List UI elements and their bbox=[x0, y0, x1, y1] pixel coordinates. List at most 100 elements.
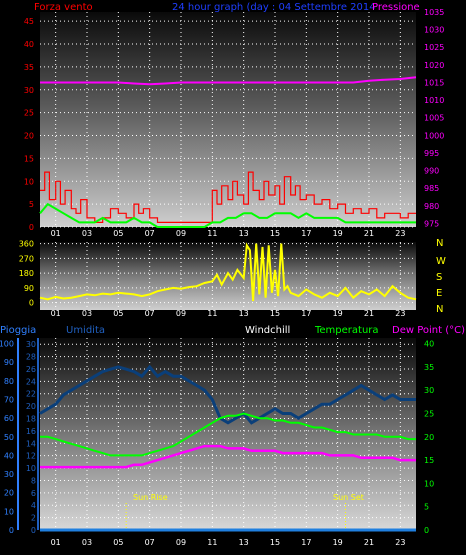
pressure-tick-label: 975 bbox=[424, 219, 439, 228]
hour-tick-label: 21 bbox=[364, 229, 374, 238]
hour-tick-label: 07 bbox=[145, 538, 155, 547]
wind-speed-line bbox=[40, 171, 416, 223]
pressure-tick-label: 1030 bbox=[424, 26, 444, 35]
pressure-line bbox=[40, 76, 417, 86]
hour-tick-label: 15 bbox=[270, 538, 280, 547]
pressure-tick-label: 1020 bbox=[424, 61, 444, 70]
sunset-label: Sun Set bbox=[333, 493, 364, 502]
wind-average-line bbox=[39, 202, 416, 228]
windchill-title: Windchill bbox=[245, 325, 290, 336]
hour-tick-label: 23 bbox=[395, 309, 405, 318]
wind-tick-label: 10 bbox=[24, 177, 34, 186]
temperature-line bbox=[40, 412, 416, 457]
rain-tick-label: 90 bbox=[4, 358, 14, 367]
direction-tick-label: 270 bbox=[19, 254, 34, 263]
hour-tick-label: 17 bbox=[301, 309, 311, 318]
hour-tick-label: 23 bbox=[395, 538, 405, 547]
direction-panel bbox=[40, 242, 416, 310]
pressure-tick-label: 1000 bbox=[424, 131, 444, 140]
hour-tick-label: 07 bbox=[145, 229, 155, 238]
rain-tick-label: 30 bbox=[4, 470, 14, 479]
temperature-tick-label: 25 bbox=[424, 409, 434, 418]
hour-tick-label: 21 bbox=[364, 538, 374, 547]
humidity-tick-label: 22 bbox=[26, 390, 36, 399]
chart-title: 24 hour graph (day : 04 Settembre 2014 bbox=[172, 2, 376, 13]
rain-tick-label: 100 bbox=[0, 340, 14, 349]
sunrise-label: Sun Rise bbox=[133, 493, 168, 502]
direction-tick-label: 90 bbox=[24, 284, 34, 293]
wind-tick-label: 45 bbox=[24, 17, 34, 26]
hour-tick-label: 23 bbox=[395, 229, 405, 238]
humidity-tick-label: 20 bbox=[26, 402, 36, 411]
hour-tick-label: 15 bbox=[270, 229, 280, 238]
hour-tick-label: 01 bbox=[51, 309, 61, 318]
temperature-tick-label: 10 bbox=[424, 479, 434, 488]
hour-tick-label: 03 bbox=[82, 229, 92, 238]
wind-tick-label: 20 bbox=[24, 132, 34, 141]
pressure-tick-label: 985 bbox=[424, 184, 439, 193]
hour-tick-label: 13 bbox=[239, 309, 249, 318]
humidity-tick-label: 8 bbox=[31, 476, 36, 485]
humidity-tick-label: 18 bbox=[26, 415, 36, 424]
rain-tick-label: 40 bbox=[4, 451, 14, 460]
rain-tick-label: 50 bbox=[4, 433, 14, 442]
humidity-tick-label: 26 bbox=[26, 365, 36, 374]
humidity-tick-label: 30 bbox=[26, 340, 36, 349]
hour-tick-label: 05 bbox=[113, 229, 123, 238]
temperature-tick-label: 30 bbox=[424, 386, 434, 395]
hour-tick-label: 01 bbox=[51, 538, 61, 547]
pressure-tick-label: 1035 bbox=[424, 8, 444, 17]
dewpoint-title: Dew Point (°C) bbox=[392, 325, 465, 336]
hour-tick-label: 11 bbox=[207, 538, 217, 547]
hour-tick-label: 03 bbox=[82, 309, 92, 318]
wind-tick-label: 30 bbox=[24, 86, 34, 95]
compass-label: E bbox=[436, 288, 442, 299]
wind-direction-line bbox=[39, 242, 417, 302]
humidity-tick-label: 16 bbox=[26, 427, 36, 436]
hour-tick-label: 13 bbox=[239, 538, 249, 547]
temperature-tick-label: 40 bbox=[424, 340, 434, 349]
hour-tick-label: 03 bbox=[82, 538, 92, 547]
temperature-tick-label: 0 bbox=[424, 526, 429, 535]
hour-tick-label: 13 bbox=[239, 229, 249, 238]
pressure-tick-label: 1005 bbox=[424, 114, 444, 123]
hour-tick-label: 07 bbox=[145, 309, 155, 318]
humidity-tick-label: 12 bbox=[26, 452, 36, 461]
direction-tick-label: 180 bbox=[19, 269, 34, 278]
hour-tick-label: 09 bbox=[176, 538, 186, 547]
hour-tick-label: 09 bbox=[176, 229, 186, 238]
hour-tick-label: 09 bbox=[176, 309, 186, 318]
humidity-axis-title: Umidita bbox=[66, 325, 105, 336]
wind-axis-title: Forza vento bbox=[34, 2, 93, 13]
hour-tick-label: 17 bbox=[301, 538, 311, 547]
rain-tick-label: 0 bbox=[9, 526, 14, 535]
hour-tick-label: 21 bbox=[364, 309, 374, 318]
rain-axis-title: Pioggia bbox=[0, 325, 36, 336]
rain-tick-label: 80 bbox=[4, 377, 14, 386]
hour-tick-label: 19 bbox=[333, 229, 343, 238]
pressure-tick-label: 1010 bbox=[424, 96, 444, 105]
temperature-tick-label: 20 bbox=[424, 433, 434, 442]
hour-tick-label: 19 bbox=[333, 538, 343, 547]
temperature-tick-label: 15 bbox=[424, 456, 434, 465]
pressure-tick-label: 980 bbox=[424, 202, 439, 211]
rain-tick-label: 70 bbox=[4, 396, 14, 405]
compass-label: W bbox=[436, 256, 446, 267]
temperature-title: Temperatura bbox=[314, 325, 379, 336]
pressure-tick-label: 995 bbox=[424, 149, 439, 158]
humidity-tick-label: 14 bbox=[26, 439, 36, 448]
pressure-tick-label: 990 bbox=[424, 167, 439, 176]
wind-tick-label: 35 bbox=[24, 63, 34, 72]
hour-tick-label: 17 bbox=[301, 229, 311, 238]
rain-tick-label: 10 bbox=[4, 507, 14, 516]
wind-tick-label: 0 bbox=[29, 223, 34, 232]
humidity-tick-label: 28 bbox=[26, 353, 36, 362]
humidity-tick-label: 10 bbox=[26, 464, 36, 473]
temperature-tick-label: 5 bbox=[424, 503, 429, 512]
hour-tick-label: 15 bbox=[270, 309, 280, 318]
wind-tick-label: 25 bbox=[24, 109, 34, 118]
wind-tick-label: 5 bbox=[29, 200, 34, 209]
wind-tick-label: 15 bbox=[24, 154, 34, 163]
humidity-line bbox=[39, 364, 416, 425]
